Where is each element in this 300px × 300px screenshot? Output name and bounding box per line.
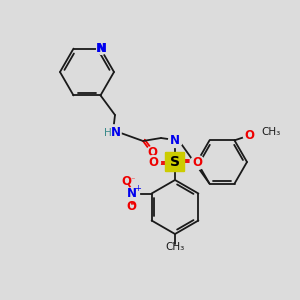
Text: N: N <box>111 125 121 139</box>
Text: H: H <box>104 128 112 138</box>
Text: N: N <box>127 187 136 200</box>
Text: CH₃: CH₃ <box>262 127 281 137</box>
Text: O: O <box>148 155 158 169</box>
Text: O: O <box>122 175 132 188</box>
Text: N: N <box>170 134 180 146</box>
Text: ⁻: ⁻ <box>130 175 135 184</box>
Text: O: O <box>192 155 202 169</box>
Text: S: S <box>170 155 180 169</box>
FancyBboxPatch shape <box>166 152 184 172</box>
Text: O: O <box>147 146 157 160</box>
Text: N: N <box>97 42 106 55</box>
Text: CH₃: CH₃ <box>165 242 184 252</box>
Text: +: + <box>134 184 141 193</box>
Text: O: O <box>244 129 254 142</box>
Text: O: O <box>127 200 136 213</box>
Text: N: N <box>95 42 106 55</box>
